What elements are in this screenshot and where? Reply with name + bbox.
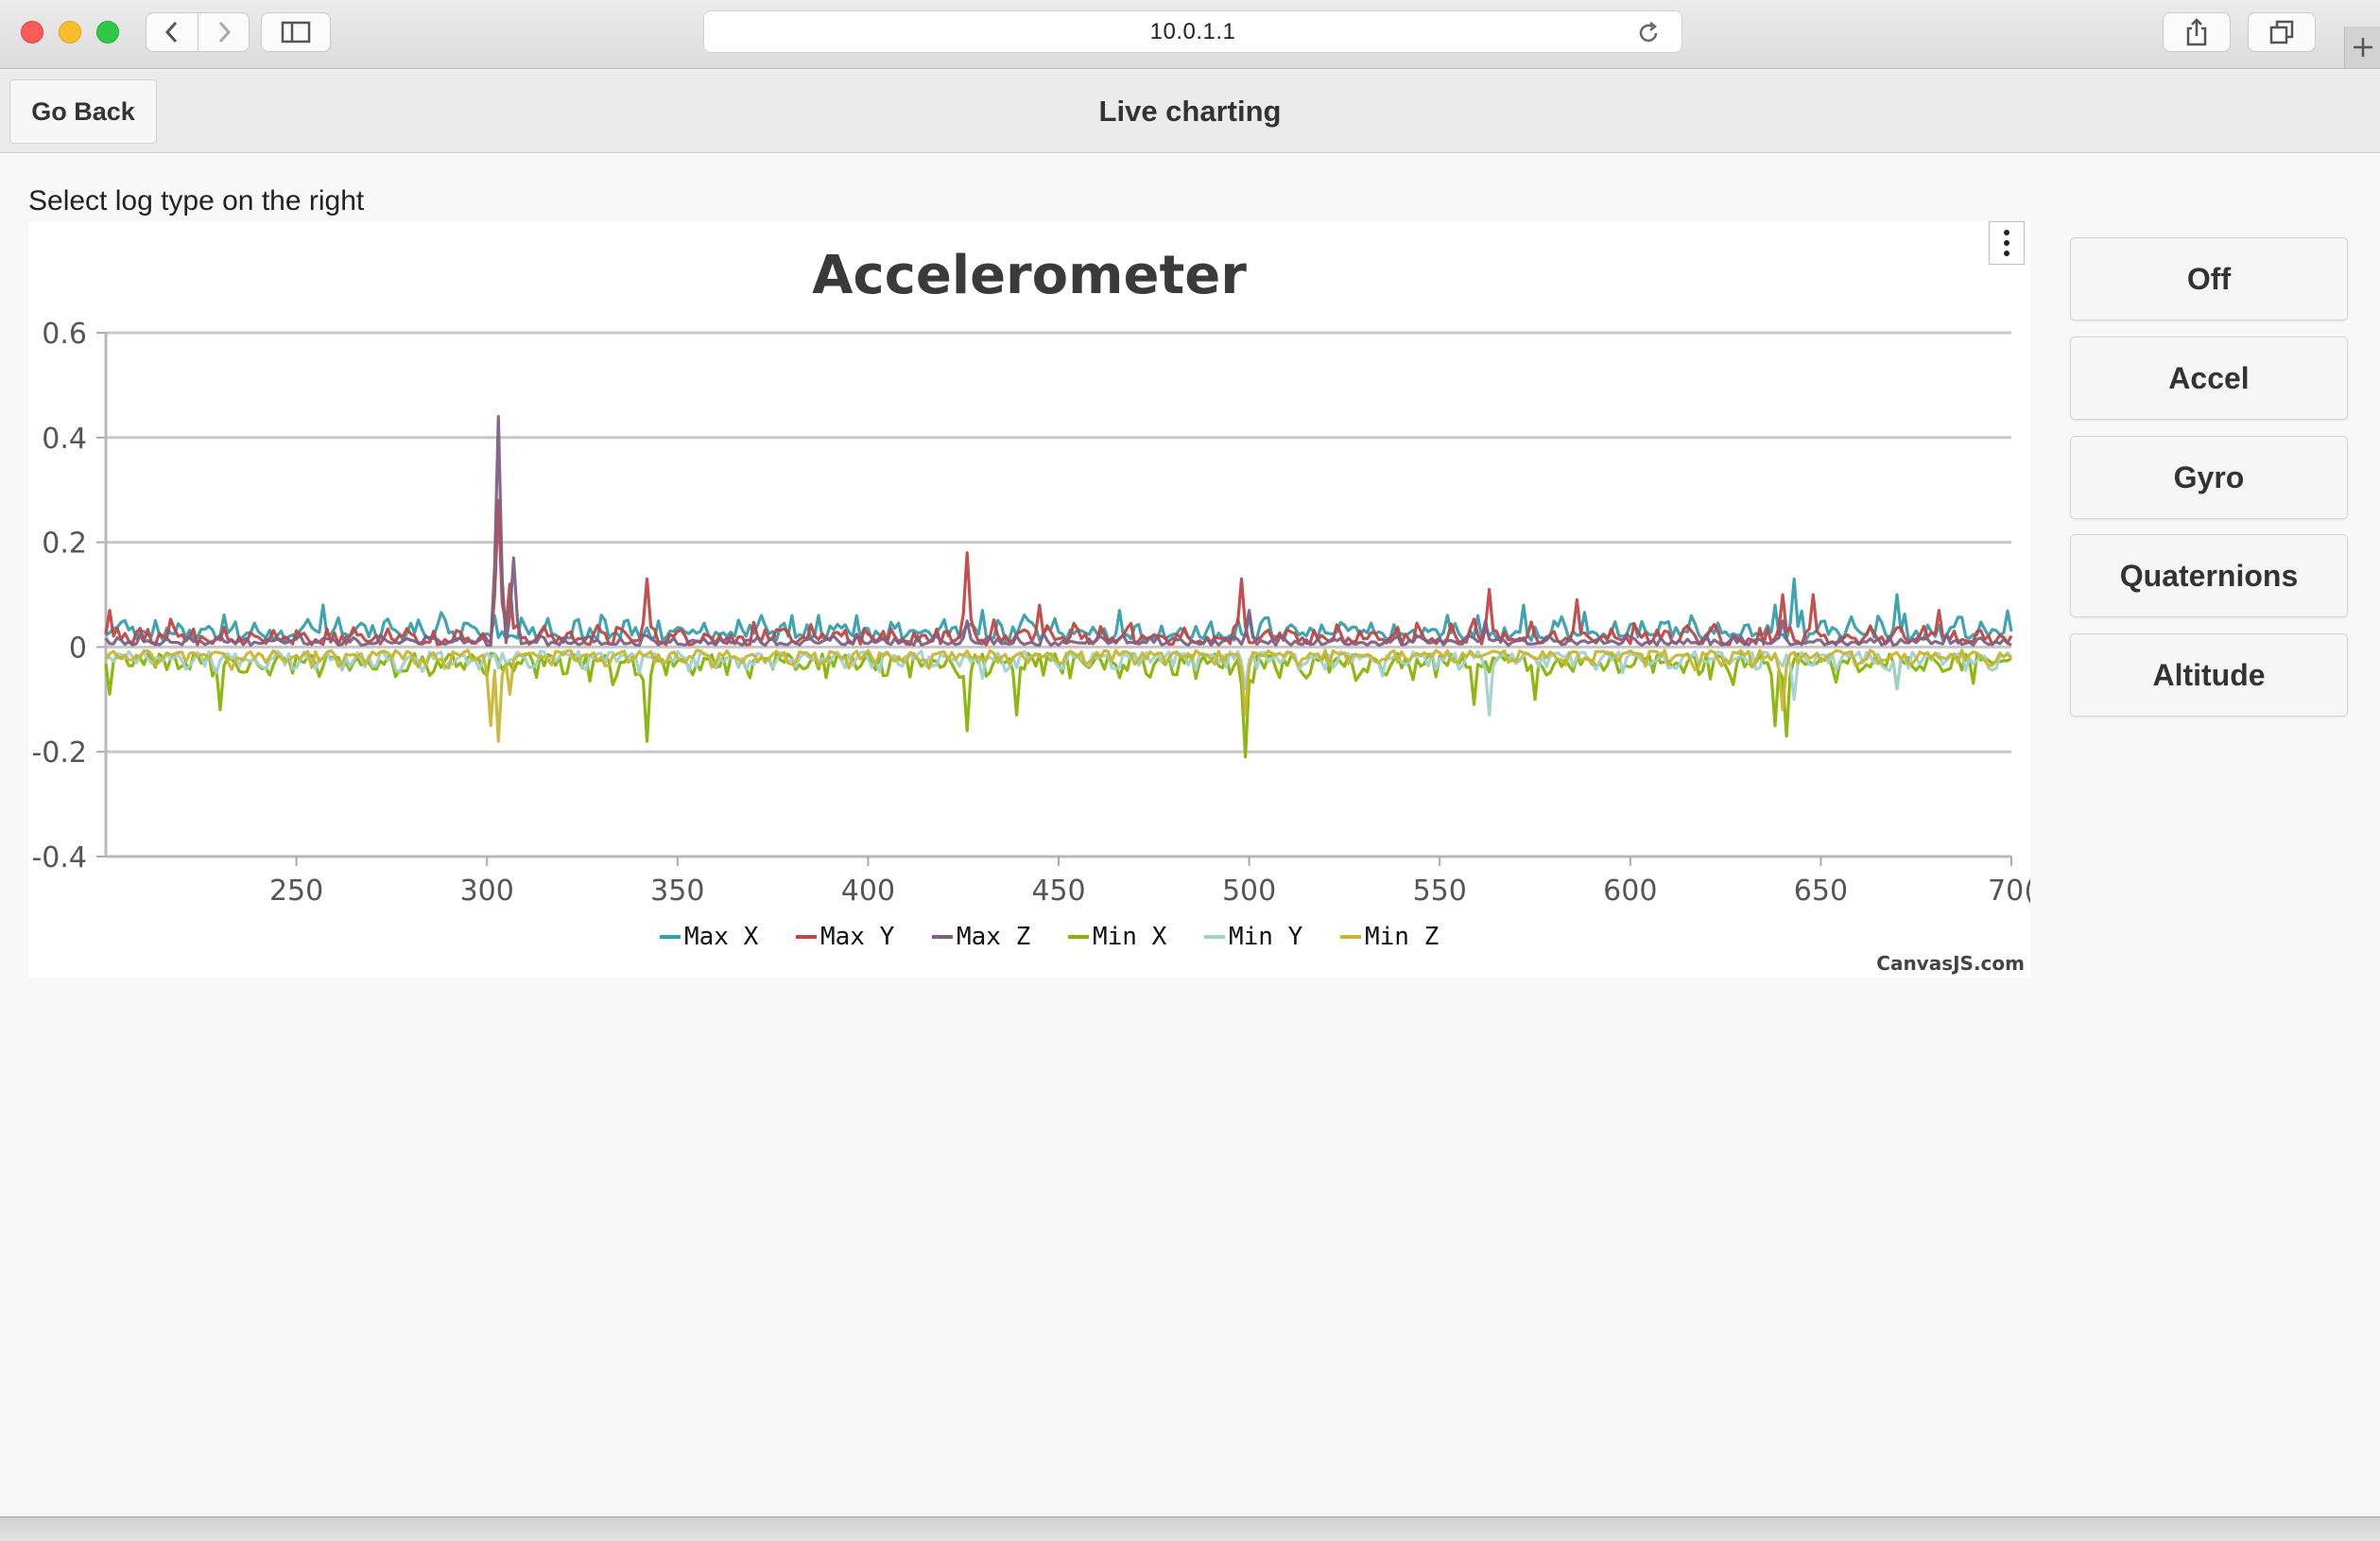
x-tick-label: 500	[1222, 874, 1276, 908]
series-line-max-y	[104, 498, 2013, 647]
chevron-left-icon	[164, 21, 178, 43]
log-quaternions-button[interactable]: Quaternions	[2070, 534, 2348, 617]
x-tick-label: 600	[1603, 874, 1657, 908]
legend-entry: Max Y	[820, 923, 895, 951]
share-button[interactable]	[2163, 12, 2231, 52]
chart-menu-button[interactable]	[1989, 221, 2025, 265]
plus-icon	[2353, 38, 2372, 57]
log-accel-button[interactable]: Accel	[2070, 337, 2348, 420]
go-back-button[interactable]: Go Back	[9, 79, 157, 144]
page-title: Live charting	[1098, 95, 1282, 128]
legend-entry: Max X	[684, 923, 759, 951]
minimize-window-button[interactable]	[59, 21, 81, 43]
series-line-max-x	[105, 577, 2013, 643]
chart-title: Accelerometer	[812, 245, 1247, 306]
sidebar-button[interactable]	[261, 12, 331, 52]
window-bottom-edge	[0, 1516, 2380, 1541]
legend-entry: Min Y	[1229, 923, 1303, 951]
series-line-min-x	[104, 651, 2012, 759]
log-gyro-button[interactable]: Gyro	[2070, 436, 2348, 519]
y-tick-label: 0.4	[42, 423, 87, 456]
reload-icon[interactable]	[1636, 21, 1661, 45]
log-altitude-button[interactable]: Altitude	[2070, 633, 2348, 717]
x-tick-label: 300	[460, 874, 514, 908]
sidebar-icon	[281, 21, 311, 43]
x-tick-label: 550	[1413, 874, 1467, 908]
x-tick-label: 70(	[1988, 874, 2030, 908]
y-tick-label: -0.2	[31, 736, 87, 770]
back-button[interactable]	[147, 13, 198, 51]
legend-entry: Max Z	[957, 923, 1030, 951]
x-tick-label: 450	[1031, 874, 1085, 908]
chart-credit: CanvasJS.com	[1876, 952, 2025, 975]
page-header: Live charting Go Back	[0, 70, 2380, 153]
x-tick-label: 250	[269, 874, 323, 908]
new-tab-button[interactable]	[2344, 26, 2380, 68]
y-tick-label: -0.4	[31, 841, 87, 874]
tabs-icon	[2269, 20, 2294, 44]
show-tabs-button[interactable]	[2248, 12, 2316, 52]
legend-entry: Min X	[1093, 923, 1167, 951]
accelerometer-chart: Accelerometer 0.6 0.4 0.2 0 -0.2 -0.4 250 300 350…	[28, 221, 2030, 978]
forward-button[interactable]	[198, 13, 249, 51]
zoom-window-button[interactable]	[96, 21, 119, 43]
address-bar[interactable]: 10.0.1.1	[703, 10, 1682, 53]
share-icon	[2186, 18, 2207, 46]
y-tick-label: 0.6	[42, 318, 87, 351]
chart-canvas: Accelerometer 0.6 0.4 0.2 0 -0.2 -0.4 250 300 350…	[31, 245, 2030, 975]
y-tick-label: 0	[69, 632, 87, 665]
browser-toolbar: 10.0.1.1	[0, 0, 2380, 69]
series-line-min-z	[104, 649, 2012, 743]
series-line-max-z	[104, 415, 2012, 648]
legend-entry: Min Z	[1365, 923, 1439, 951]
x-tick-label: 400	[841, 874, 895, 908]
series-line-min-y	[105, 649, 2013, 717]
y-tick-label: 0.2	[42, 528, 87, 561]
url-text: 10.0.1.1	[1149, 18, 1236, 44]
close-window-button[interactable]	[21, 21, 43, 43]
chevron-right-icon	[218, 21, 231, 43]
back-forward-group	[146, 12, 250, 52]
log-off-button[interactable]: Off	[2070, 237, 2348, 320]
x-tick-label: 650	[1794, 874, 1848, 908]
x-tick-label: 350	[650, 874, 704, 908]
instruction-text: Select log type on the right	[28, 185, 365, 216]
